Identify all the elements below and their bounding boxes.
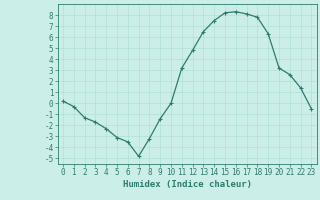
X-axis label: Humidex (Indice chaleur): Humidex (Indice chaleur) — [123, 180, 252, 189]
